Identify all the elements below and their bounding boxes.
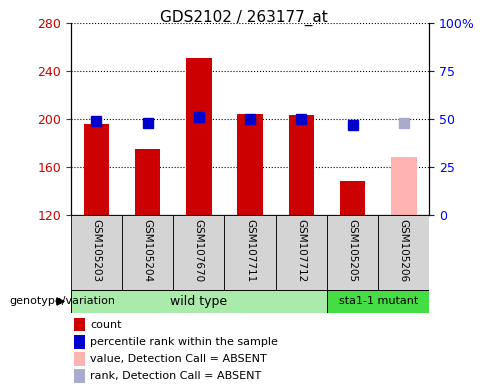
Bar: [74, 369, 85, 383]
Text: genotype/variation: genotype/variation: [10, 296, 116, 306]
Bar: [135, 149, 161, 215]
Text: rank, Detection Call = ABSENT: rank, Detection Call = ABSENT: [90, 371, 262, 381]
Bar: [288, 116, 314, 215]
Bar: [224, 215, 276, 290]
Bar: [276, 215, 327, 290]
Bar: [122, 215, 173, 290]
Text: percentile rank within the sample: percentile rank within the sample: [90, 337, 278, 347]
Bar: [83, 124, 109, 215]
Text: GSM105204: GSM105204: [142, 219, 153, 282]
Bar: [327, 290, 429, 313]
Text: GSM107712: GSM107712: [296, 219, 306, 282]
Text: GDS2102 / 263177_at: GDS2102 / 263177_at: [160, 10, 328, 26]
Bar: [74, 318, 85, 331]
Bar: [74, 352, 85, 366]
Text: GSM105206: GSM105206: [399, 219, 409, 282]
Text: value, Detection Call = ABSENT: value, Detection Call = ABSENT: [90, 354, 267, 364]
Bar: [237, 114, 263, 215]
Text: GSM107711: GSM107711: [245, 219, 255, 282]
Bar: [173, 215, 224, 290]
Text: count: count: [90, 319, 122, 329]
Bar: [378, 215, 429, 290]
Text: GSM105203: GSM105203: [91, 219, 102, 282]
Bar: [186, 58, 212, 215]
Text: GSM105205: GSM105205: [347, 219, 358, 282]
Text: wild type: wild type: [170, 295, 227, 308]
Text: GSM107670: GSM107670: [194, 219, 204, 282]
Bar: [327, 215, 378, 290]
Text: sta1-1 mutant: sta1-1 mutant: [339, 296, 418, 306]
Bar: [74, 335, 85, 349]
Bar: [391, 157, 417, 215]
Bar: [71, 215, 122, 290]
Bar: [71, 290, 327, 313]
Bar: [340, 181, 366, 215]
